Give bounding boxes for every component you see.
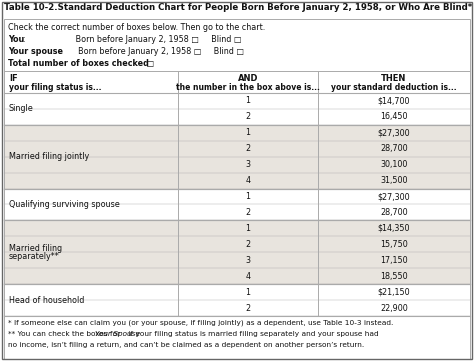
Bar [4,125,178,141]
Text: $14,700: $14,700 [378,96,410,105]
Text: the number in the box above is...: the number in the box above is... [176,83,320,92]
Text: □: □ [144,59,154,68]
Text: $27,300: $27,300 [378,128,410,137]
Bar [178,188,318,204]
Text: Check the correct number of boxes below. Then go to the chart.: Check the correct number of boxes below.… [8,23,265,32]
Bar [4,71,470,93]
Bar [178,236,318,252]
Text: 1: 1 [246,192,250,201]
Text: your standard deduction is...: your standard deduction is... [331,83,457,92]
Text: 4: 4 [246,272,250,281]
Bar [178,93,318,109]
Text: 2: 2 [246,112,251,121]
Bar [4,173,178,188]
Bar [4,300,178,316]
Text: no income, isn’t filing a return, and can’t be claimed as a dependent on another: no income, isn’t filing a return, and ca… [8,342,364,348]
Bar [178,284,318,300]
Bar [318,188,470,204]
Text: Total number of boxes checked: Total number of boxes checked [8,59,149,68]
Text: IF: IF [9,74,18,83]
Text: 30,100: 30,100 [380,160,408,169]
Bar [318,173,470,188]
Bar [4,284,178,300]
Bar [318,125,470,141]
Bar [4,252,178,268]
Bar [178,268,318,284]
Bar [4,157,178,173]
Bar [178,300,318,316]
Text: Head of household: Head of household [9,296,84,305]
Bar [4,19,470,71]
Bar [178,221,318,236]
Text: :       Born before January 2, 1958 □     Blind □: : Born before January 2, 1958 □ Blind □ [58,47,244,56]
Text: :                    Born before January 2, 1958 □     Blind □: : Born before January 2, 1958 □ Blind □ [23,35,241,44]
Bar [318,300,470,316]
Text: $27,300: $27,300 [378,192,410,201]
Bar [178,204,318,221]
Bar [178,173,318,188]
Text: 2: 2 [246,304,251,313]
Text: ** You can check the boxes for: ** You can check the boxes for [8,331,122,337]
Bar [4,221,178,236]
Bar [4,268,178,284]
Text: Qualifying surviving spouse: Qualifying surviving spouse [9,200,120,209]
Text: 2: 2 [246,208,251,217]
Bar [178,157,318,173]
Text: 22,900: 22,900 [380,304,408,313]
Text: 28,700: 28,700 [380,208,408,217]
Bar [178,252,318,268]
Text: 4: 4 [246,176,250,185]
Text: 3: 3 [246,256,250,265]
Text: Your spouse: Your spouse [8,47,63,56]
Bar [318,221,470,236]
Text: 1: 1 [246,288,250,297]
Bar [318,284,470,300]
Bar [178,109,318,125]
Bar [318,157,470,173]
Text: 1: 1 [246,224,250,233]
Text: Married filing: Married filing [9,244,62,253]
Bar [4,204,178,221]
Text: separately**: separately** [9,252,60,261]
Bar [318,268,470,284]
Bar [2,2,472,18]
Text: THEN: THEN [381,74,407,83]
Text: You: You [8,35,24,44]
Text: 2: 2 [246,144,251,153]
Text: if your filing status is married filing separately and your spouse had: if your filing status is married filing … [127,331,379,337]
Text: Table 10-2.Standard Deduction Chart for People Born Before January 2, 1958, or W: Table 10-2.Standard Deduction Chart for … [4,3,472,12]
Text: 31,500: 31,500 [380,176,408,185]
Bar [4,93,178,109]
Text: your filing status is...: your filing status is... [9,83,101,92]
Text: $21,150: $21,150 [378,288,410,297]
Text: Your Spouse: Your Spouse [95,331,140,337]
Text: 3: 3 [246,160,250,169]
Text: 1: 1 [246,96,250,105]
Bar [4,109,178,125]
Text: Single: Single [9,104,34,113]
Bar [318,93,470,109]
Text: 18,550: 18,550 [380,272,408,281]
Text: 17,150: 17,150 [380,256,408,265]
Bar [318,109,470,125]
Bar [318,252,470,268]
Text: 16,450: 16,450 [380,112,408,121]
Text: 2: 2 [246,240,251,249]
Bar [4,188,178,204]
Bar [4,236,178,252]
Bar [318,204,470,221]
Bar [318,141,470,157]
Text: 15,750: 15,750 [380,240,408,249]
Bar [4,141,178,157]
Text: 1: 1 [246,128,250,137]
Bar [178,125,318,141]
Bar [318,236,470,252]
Bar [4,316,470,359]
Text: AND: AND [238,74,258,83]
Bar [178,141,318,157]
Text: * If someone else can claim you (or your spouse, if filing jointly) as a depende: * If someone else can claim you (or your… [8,320,393,326]
Text: $14,350: $14,350 [378,224,410,233]
Text: Married filing jointly: Married filing jointly [9,152,89,161]
Text: 28,700: 28,700 [380,144,408,153]
